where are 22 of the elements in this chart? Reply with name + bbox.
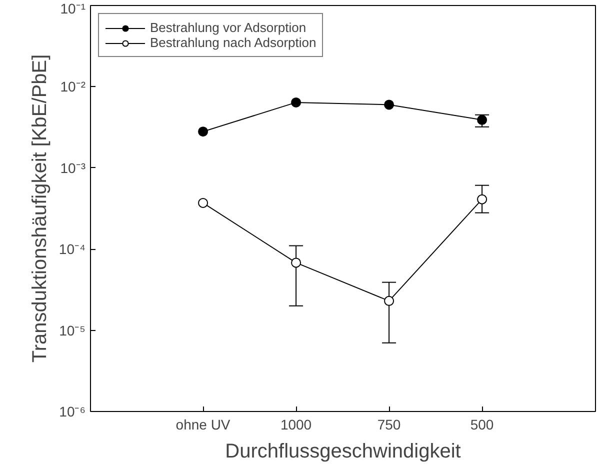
y-tick-label: 10⁻⁴ [58,241,86,258]
point [384,296,394,306]
legend-label: Bestrahlung vor Adsorption [150,20,306,35]
point [198,198,208,208]
y-tick-label: 10⁻⁵ [59,322,86,338]
y-axis-title: Transduktionshäufigkeit [KbE/PbE] [28,54,51,363]
y-tick-label: 10⁻¹ [60,0,86,16]
point [198,126,208,137]
y-tick-label: 10⁻³ [60,160,86,176]
point [291,258,302,268]
x-tick-label: 1000 [280,416,312,432]
y-tick-label: 10⁻² [60,78,86,95]
x-tick-label: 500 [470,416,494,432]
point [477,194,488,204]
x-axis-title: Durchflussgeschwindigkeit [225,440,462,462]
point [384,100,394,110]
point [291,97,302,108]
x-tick-label: 750 [377,416,401,432]
x-tick-label: ohne UV [176,416,231,432]
point [477,114,488,125]
legend-label: Bestrahlung nach Adsorption [150,35,316,50]
y-tick-label: 10⁻⁶ [59,404,86,420]
